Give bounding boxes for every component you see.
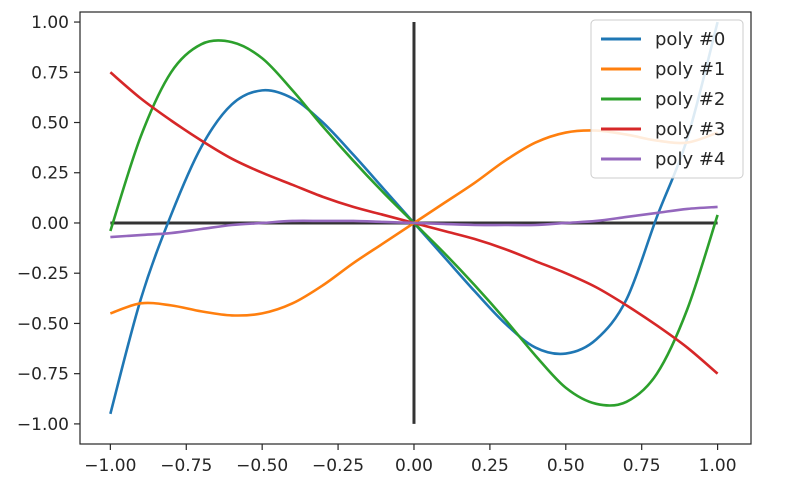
legend-box: [590, 19, 744, 179]
y-tick-label: −0.75: [17, 365, 69, 385]
y-tick-label: 0.50: [31, 114, 69, 134]
y-tick-label: 0.75: [31, 63, 69, 83]
x-tick-label: 1.00: [699, 456, 737, 476]
y-axis-ticks: 1.00 0.75 0.50 0.25 0.00 −0.25 −0.50 −0.75 −1.00: [17, 13, 80, 435]
legend-label: poly #3: [655, 119, 725, 140]
x-tick-label: 0.50: [547, 456, 585, 476]
series-lines: [109, 21, 719, 415]
y-tick-label: 1.00: [31, 13, 69, 33]
legend-label: poly #0: [655, 29, 725, 50]
y-tick-label: −0.50: [17, 314, 69, 334]
y-tick-label: −1.00: [17, 415, 69, 435]
x-tick-label: −0.25: [312, 456, 364, 476]
y-tick-label: 0.25: [31, 164, 69, 184]
x-axis-ticks: −1.00 −0.75 −0.50 −0.25 0.00 0.25 0.50 0.75 1.00: [84, 444, 737, 476]
y-tick-label: −0.25: [17, 264, 69, 284]
legend-label: poly #2: [655, 89, 725, 110]
x-tick-label: −0.50: [236, 456, 288, 476]
legend-items: poly #0 poly #1 poly #2 poly #3 poly #4: [601, 29, 725, 170]
x-tick-label: 0.25: [471, 456, 509, 476]
x-tick-label: 0.00: [395, 456, 433, 476]
y-tick-label: 0.00: [31, 214, 69, 234]
x-tick-label: 0.75: [623, 456, 661, 476]
legend-label: poly #4: [655, 149, 725, 170]
legend: poly #0 poly #1 poly #2 poly #3 poly #4: [590, 19, 744, 179]
x-tick-label: −1.00: [84, 456, 136, 476]
series-line-poly-4: [110, 205, 718, 239]
legend-label: poly #1: [655, 59, 725, 80]
x-tick-label: −0.75: [160, 456, 212, 476]
